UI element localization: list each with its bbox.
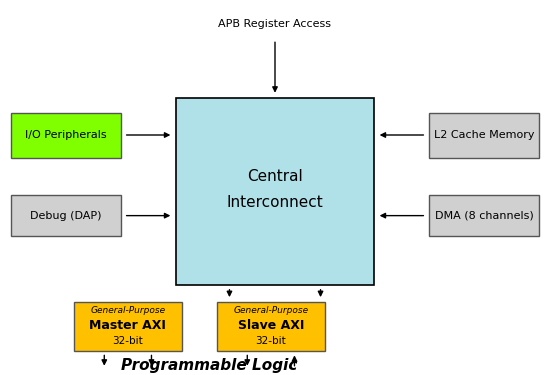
- Text: L2 Cache Memory: L2 Cache Memory: [434, 130, 534, 140]
- Text: 32-bit: 32-bit: [256, 336, 286, 346]
- Text: DMA (8 channels): DMA (8 channels): [434, 211, 534, 220]
- Bar: [11, 112, 121, 158]
- Text: I/O Peripherals: I/O Peripherals: [25, 130, 107, 140]
- Bar: [11, 195, 121, 236]
- Text: Programmable Logic: Programmable Logic: [121, 358, 297, 373]
- Text: 32-bit: 32-bit: [113, 336, 143, 346]
- Text: Master AXI: Master AXI: [90, 319, 166, 332]
- Text: Central: Central: [247, 169, 303, 184]
- Bar: [429, 112, 539, 158]
- Bar: [429, 195, 539, 236]
- Text: Interconnect: Interconnect: [227, 195, 323, 210]
- Bar: [74, 302, 182, 351]
- Text: General-Purpose: General-Purpose: [233, 306, 309, 315]
- Text: Slave AXI: Slave AXI: [238, 319, 304, 332]
- Text: General-Purpose: General-Purpose: [90, 306, 166, 315]
- Text: APB Register Access: APB Register Access: [218, 20, 332, 29]
- Text: Debug (DAP): Debug (DAP): [30, 211, 102, 220]
- Bar: [176, 98, 374, 285]
- Bar: [217, 302, 324, 351]
